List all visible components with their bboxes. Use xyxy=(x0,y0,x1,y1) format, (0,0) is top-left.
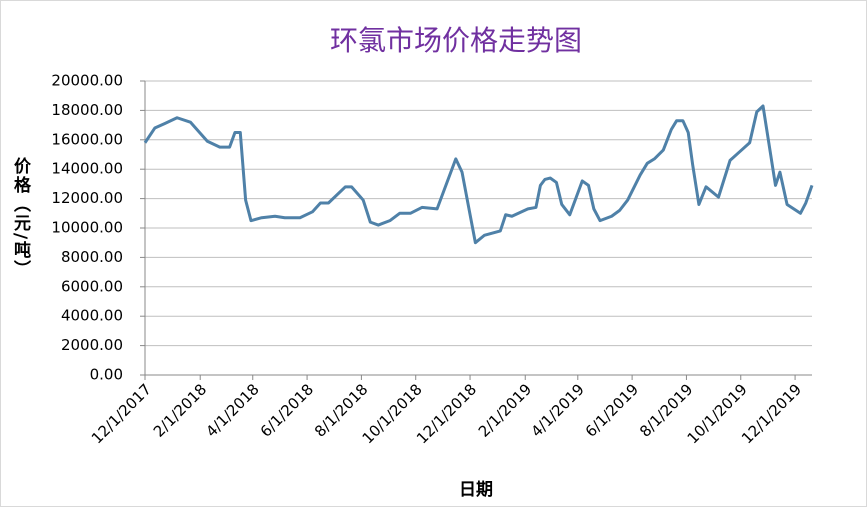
y-tick-label: 0.00 xyxy=(90,366,123,384)
y-axis-label: 价格（元/吨） xyxy=(10,157,31,279)
y-tick-label: 8000.00 xyxy=(61,248,123,266)
y-tick-label: 16000.00 xyxy=(51,130,123,148)
y-tick-label: 18000.00 xyxy=(51,101,123,119)
chart-title: 环氯市场价格走势图 xyxy=(330,24,582,57)
y-tick-label: 2000.00 xyxy=(61,336,123,354)
y-tick-label: 20000.00 xyxy=(51,72,123,90)
x-axis-label: 日期 xyxy=(459,480,493,500)
y-tick-label: 12000.00 xyxy=(51,189,123,207)
y-tick-label: 4000.00 xyxy=(61,307,123,325)
y-tick-label: 6000.00 xyxy=(61,277,123,295)
y-tick-label: 14000.00 xyxy=(51,160,123,178)
line-series xyxy=(143,104,814,245)
y-tick-label: 10000.00 xyxy=(51,219,123,237)
